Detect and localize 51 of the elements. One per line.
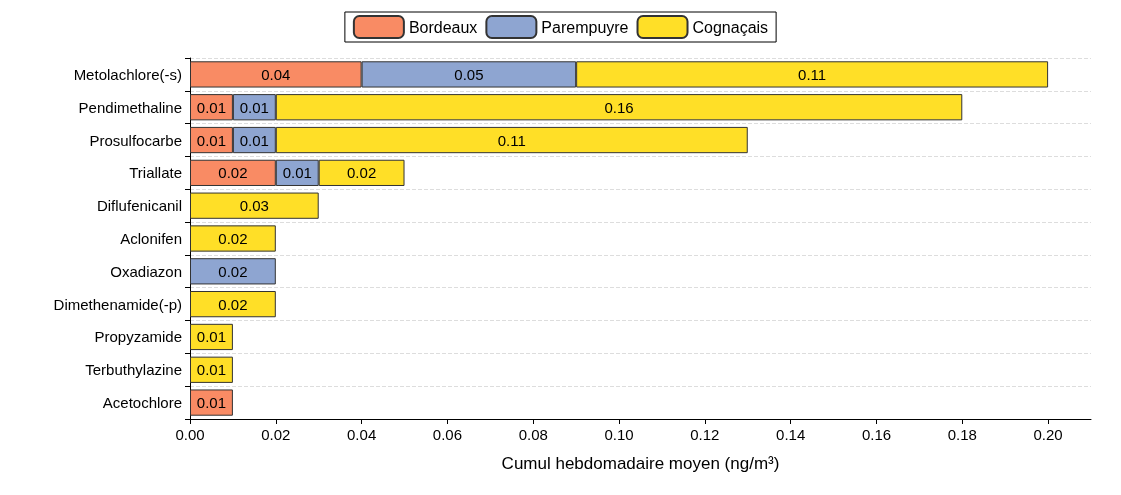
x-tick-label: 0.16 <box>861 426 892 443</box>
y-tick-label: Dimethenamide(-p) <box>53 295 182 313</box>
data-label: 0.05 <box>454 65 484 83</box>
data-label: 0.01 <box>239 98 269 116</box>
y-tick-label: Metolachlore(-s) <box>73 65 182 83</box>
y-tick-label: Terbuthylazine <box>85 361 182 379</box>
data-label: 0.02 <box>218 262 248 280</box>
y-tick-label: Propyzamide <box>94 328 182 346</box>
data-label: 0.01 <box>239 131 269 149</box>
data-label: 0.03 <box>239 197 269 215</box>
data-label: 0.01 <box>196 131 227 149</box>
bar <box>190 389 233 416</box>
data-label: 0.02 <box>218 164 248 182</box>
x-tick-label: 0.20 <box>1033 426 1063 443</box>
x-tick-label: 0.10 <box>604 426 634 443</box>
y-tick-label: Acetochlore <box>102 394 182 412</box>
data-label: 0.01 <box>196 98 227 116</box>
data-label: 0.16 <box>604 98 634 116</box>
y-tick-label: Prosulfocarbe <box>89 131 182 149</box>
bar <box>190 258 276 285</box>
x-tick-label: 0.18 <box>947 426 977 443</box>
x-tick-label: 0.06 <box>432 426 463 443</box>
x-tick-label: 0.08 <box>518 426 548 443</box>
bar <box>190 225 276 252</box>
legend-label: Parempuyre <box>541 18 629 36</box>
legend-label: Cognaçais <box>692 18 769 36</box>
bar <box>190 356 233 383</box>
data-label: 0.01 <box>282 164 312 182</box>
bar <box>190 291 276 318</box>
legend-label: Bordeaux <box>408 18 478 36</box>
y-tick-label: Pendimethaline <box>78 98 182 116</box>
data-label: 0.01 <box>196 361 227 379</box>
x-tick-label: 0.02 <box>261 426 291 443</box>
data-label: 0.11 <box>798 65 827 83</box>
y-tick-label: Diflufenicanil <box>96 197 182 215</box>
y-tick-label: Triallate <box>129 164 182 182</box>
x-axis-title: Cumul hebdomadaire moyen (ng/m³) <box>501 454 780 473</box>
data-label: 0.11 <box>497 131 526 149</box>
bar <box>190 192 319 219</box>
data-label: 0.01 <box>196 328 227 346</box>
data-label: 0.02 <box>218 295 248 313</box>
x-tick-label: 0.14 <box>776 426 806 443</box>
data-label: 0.01 <box>196 394 227 412</box>
x-tick-label: 0.00 <box>175 426 205 443</box>
y-tick-label: Aclonifen <box>120 230 182 247</box>
data-label: 0.02 <box>347 164 377 182</box>
data-label: 0.02 <box>218 230 248 247</box>
y-tick-label: Oxadiazon <box>110 262 182 280</box>
x-tick-label: 0.12 <box>690 426 720 443</box>
x-tick-label: 0.04 <box>347 426 377 443</box>
data-label: 0.04 <box>261 65 291 83</box>
